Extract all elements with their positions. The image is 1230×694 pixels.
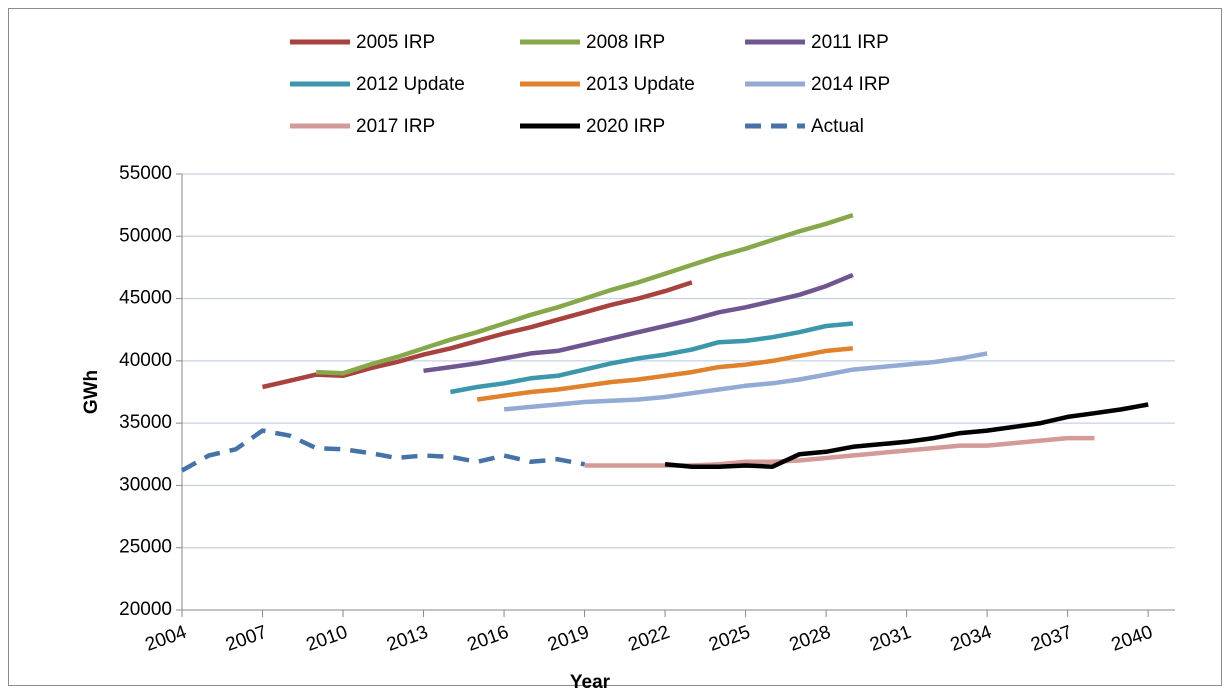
- series-line: [664, 402, 1149, 469]
- series-line: [316, 212, 854, 376]
- legend-label: 2020 IRP: [586, 116, 665, 137]
- series-line: [449, 321, 854, 395]
- y-tick-label: 40000: [119, 350, 172, 371]
- series-line: [180, 428, 586, 473]
- series-line: [503, 351, 988, 412]
- y-tick-label: 20000: [119, 599, 172, 620]
- chart-frame: [8, 8, 1222, 686]
- y-tick-label: 55000: [119, 163, 172, 184]
- legend-label: 2013 Update: [586, 74, 695, 95]
- legend-label: 2014 IRP: [811, 74, 890, 95]
- legend-label: Actual: [811, 116, 864, 137]
- y-tick-label: 50000: [119, 225, 172, 246]
- series-line: [476, 346, 854, 402]
- y-axis-title: GWh: [81, 370, 102, 414]
- series-line: [261, 280, 693, 390]
- legend-label: 2012 Update: [356, 74, 465, 95]
- y-tick-label: 45000: [119, 288, 172, 309]
- y-tick-label: 25000: [119, 537, 172, 558]
- legend-label: 2008 IRP: [586, 32, 665, 53]
- legend-label: 2011 IRP: [811, 32, 889, 53]
- series-line: [423, 272, 854, 374]
- legend-label: 2017 IRP: [356, 116, 435, 137]
- y-tick-label: 30000: [119, 474, 172, 495]
- x-axis-title: Year: [570, 672, 611, 693]
- legend-label: 2005 IRP: [356, 32, 435, 53]
- y-tick-label: 35000: [119, 412, 172, 433]
